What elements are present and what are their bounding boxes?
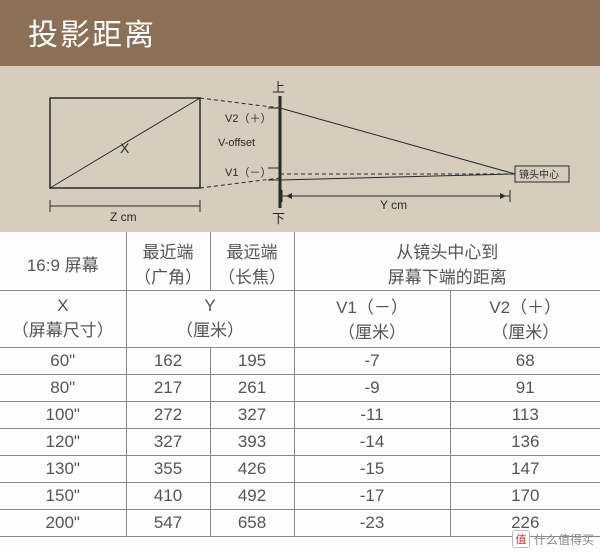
diagram-label-v2: V2（＋）	[225, 112, 271, 125]
cell-x: 120"	[0, 429, 126, 456]
hdr-v1: V1（－） （厘米）	[294, 291, 450, 348]
hdr-near: 最近端 （广角）	[126, 232, 210, 291]
diagram-label-v1: V1（－）	[225, 166, 271, 179]
cell-v2: 68	[450, 348, 600, 375]
cell-x: 60"	[0, 348, 126, 375]
cell-v2: 147	[450, 456, 600, 483]
cell-v1: -14	[294, 429, 450, 456]
cell-far: 327	[210, 402, 294, 429]
table-row: 60"162195-768	[0, 348, 600, 375]
cell-v1: -23	[294, 510, 450, 537]
cell-x: 80"	[0, 375, 126, 402]
cell-x: 200"	[0, 510, 126, 537]
cell-far: 195	[210, 348, 294, 375]
hdr-far: 最远端 （长焦）	[210, 232, 294, 291]
cell-x: 150"	[0, 483, 126, 510]
cell-v1: -7	[294, 348, 450, 375]
cell-x: 100"	[0, 402, 126, 429]
cell-x: 130"	[0, 456, 126, 483]
cell-v1: -9	[294, 375, 450, 402]
diagram-label-lens: 镜头中心	[519, 168, 559, 181]
diagram-label-x: X	[120, 140, 130, 156]
cell-far: 261	[210, 375, 294, 402]
hdr-lensdist: 从镜头中心到 屏幕下端的距离	[294, 232, 600, 291]
watermark-text: 什么值得买	[534, 531, 594, 548]
watermark: 值 什么值得买	[512, 530, 594, 548]
cell-v1: -11	[294, 402, 450, 429]
page-title: 投影距离	[0, 0, 600, 66]
cell-near: 272	[126, 402, 210, 429]
cell-v1: -17	[294, 483, 450, 510]
hdr-x: X （屏幕尺寸）	[0, 291, 126, 348]
diagram-label-voffset: V-offset	[218, 137, 255, 149]
hdr-v2: V2（＋） （厘米）	[450, 291, 600, 348]
cell-far: 658	[210, 510, 294, 537]
diagram-label-z: Z cm	[110, 210, 137, 224]
cell-v2: 136	[450, 429, 600, 456]
cell-v1: -15	[294, 456, 450, 483]
hdr-screen: 16:9 屏幕	[0, 232, 126, 291]
cell-v2: 91	[450, 375, 600, 402]
cell-v2: 170	[450, 483, 600, 510]
table-row: 150"410492-17170	[0, 483, 600, 510]
cell-near: 355	[126, 456, 210, 483]
diagram-container: X Z cm 上 下 V2（＋） V-offset V1（－） 镜头中心	[0, 66, 600, 232]
throw-distance-table: 16:9 屏幕 最近端 （广角） 最远端 （长焦） 从镜头中心到 屏幕下端的距离…	[0, 232, 600, 537]
table-row: 200"547658-23226	[0, 510, 600, 537]
cell-far: 393	[210, 429, 294, 456]
cell-far: 426	[210, 456, 294, 483]
projection-diagram: X Z cm 上 下 V2（＋） V-offset V1（－） 镜头中心	[20, 78, 580, 228]
table-row: 120"327393-14136	[0, 429, 600, 456]
diagram-label-bottom: 下	[272, 211, 285, 226]
cell-v2: 113	[450, 402, 600, 429]
diagram-label-top: 上	[272, 80, 285, 95]
table-body: 60"162195-76880"217261-991100"272327-111…	[0, 348, 600, 537]
cell-near: 217	[126, 375, 210, 402]
cell-near: 327	[126, 429, 210, 456]
table-row: 130"355426-15147	[0, 456, 600, 483]
cell-far: 492	[210, 483, 294, 510]
table-row: 80"217261-991	[0, 375, 600, 402]
cell-near: 162	[126, 348, 210, 375]
hdr-y: Y （厘米）	[126, 291, 294, 348]
cell-near: 410	[126, 483, 210, 510]
diagram-label-y: Y cm	[380, 198, 407, 212]
watermark-logo: 值	[512, 530, 530, 548]
table-row: 100"272327-11113	[0, 402, 600, 429]
cell-near: 547	[126, 510, 210, 537]
